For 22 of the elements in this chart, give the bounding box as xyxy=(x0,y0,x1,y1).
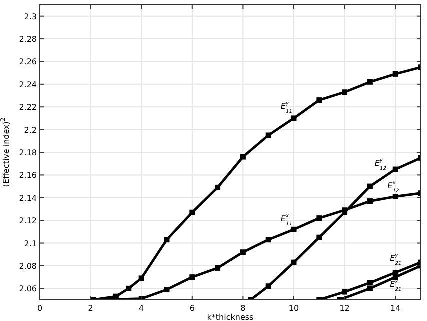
y-tick-label: 2.16 xyxy=(19,171,37,180)
y-tick-label: 2.18 xyxy=(19,148,37,158)
y-tick-label: 2.3 xyxy=(24,12,37,22)
y-tick-label: 2.1 xyxy=(24,239,37,248)
x-tick-label: 14 xyxy=(390,304,401,313)
x-tick-label: 6 xyxy=(190,304,195,313)
y-tick-label: 2.12 xyxy=(19,216,37,226)
y-tick-label: 2.26 xyxy=(19,58,37,67)
y-tick-label: 2.08 xyxy=(19,262,37,271)
x-tick-label: 4 xyxy=(139,304,144,313)
x-axis-title: k*thickness xyxy=(207,313,254,321)
y-tick-label: 2.28 xyxy=(19,35,37,44)
x-tick-label: 8 xyxy=(240,304,246,313)
x-tick-label: 10 xyxy=(288,304,300,313)
y-tick-label: 2.24 xyxy=(19,80,37,90)
y-tick-label: 2.2 xyxy=(24,126,37,135)
y-tick-label: 2.22 xyxy=(19,103,37,112)
y-tick-label: 2.14 xyxy=(19,194,37,203)
y-tick-label: 2.06 xyxy=(19,284,37,294)
x-tick-label: 2 xyxy=(88,304,94,313)
x-tick-label: 0 xyxy=(37,304,43,313)
x-tick-label: 12 xyxy=(340,304,350,313)
